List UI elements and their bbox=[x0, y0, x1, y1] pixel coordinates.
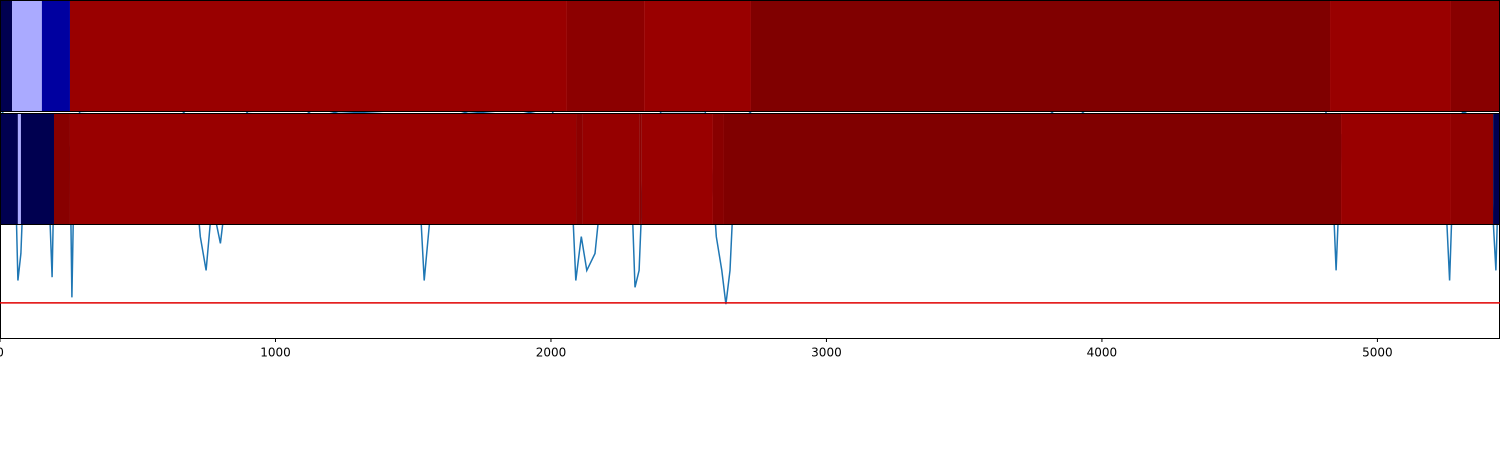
segment bbox=[0, 113, 18, 225]
segment bbox=[53, 113, 70, 225]
segment bbox=[644, 0, 751, 112]
segment bbox=[712, 113, 724, 225]
segment bbox=[1450, 113, 1494, 225]
segment bbox=[1330, 0, 1451, 112]
segment bbox=[12, 0, 42, 112]
x-tick-label: 3000 bbox=[811, 346, 842, 360]
segment bbox=[1493, 113, 1500, 225]
segment bbox=[0, 0, 13, 112]
segment bbox=[639, 113, 642, 225]
x-tick-label: 1000 bbox=[260, 346, 291, 360]
x-tick-label: 0 bbox=[0, 346, 4, 360]
segment bbox=[20, 113, 54, 225]
segment bbox=[1341, 113, 1451, 225]
x-tick-label: 2000 bbox=[536, 346, 567, 360]
segment bbox=[1450, 0, 1500, 112]
segment bbox=[69, 0, 567, 112]
segment bbox=[17, 113, 21, 225]
segment bbox=[723, 113, 1342, 225]
segment bbox=[41, 0, 70, 112]
segment bbox=[69, 113, 577, 225]
segment bbox=[566, 0, 645, 112]
x-tick-label: 5000 bbox=[1362, 346, 1393, 360]
segment bbox=[576, 113, 583, 225]
segment bbox=[750, 0, 1331, 112]
segment bbox=[641, 113, 713, 225]
segment bbox=[582, 113, 640, 225]
x-tick-label: 4000 bbox=[1087, 346, 1118, 360]
